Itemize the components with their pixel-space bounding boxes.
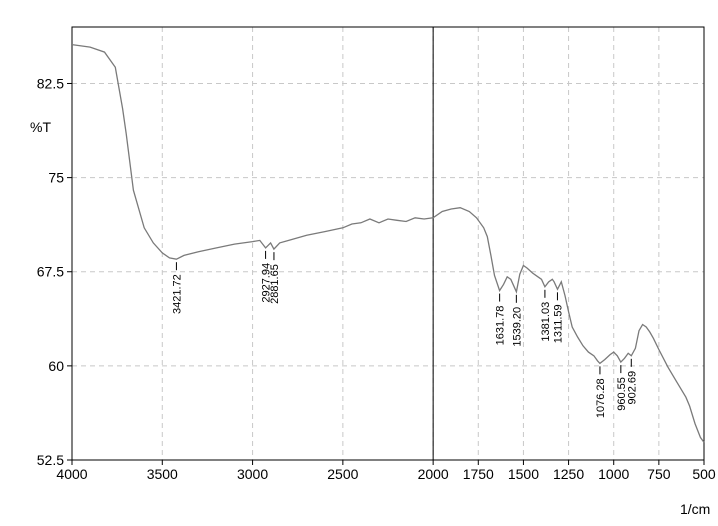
y-tick-label: 75 — [48, 170, 64, 186]
peak-label: 1076.28 — [595, 378, 607, 418]
peak-label: 2881.65 — [269, 264, 281, 304]
y-tick-label: 67.5 — [37, 264, 64, 280]
y-axis-ticks: 52.5 60 67.5 75 82.5 — [37, 75, 72, 468]
x-tick-label: 750 — [647, 466, 671, 482]
peak-label: 1381.03 — [540, 302, 552, 342]
peak-label: 1631.78 — [495, 306, 507, 346]
y-tick-label: 60 — [48, 358, 64, 374]
y-tick-label: 82.5 — [37, 75, 64, 91]
peak-label: 3421.72 — [171, 274, 183, 314]
transmittance-series-line — [71, 43, 705, 443]
peak-label: 2927.94 — [261, 263, 273, 303]
x-tick-label: 1250 — [553, 466, 584, 482]
x-axis-label: 1/cm — [680, 501, 710, 517]
x-tick-label: 1500 — [508, 466, 539, 482]
x-tick-label: 500 — [692, 466, 716, 482]
x-axis-ticks: 4000 3500 3000 2500 2000 1750 1500 1250 1000 750 5… — [56, 460, 716, 482]
x-tick-label: 2500 — [327, 466, 358, 482]
y-tick-label: 52.5 — [37, 452, 64, 468]
x-tick-label: 3500 — [147, 466, 178, 482]
peak-label: 960.55 — [616, 377, 628, 411]
grid-layer — [72, 27, 704, 461]
x-tick-label: 1000 — [598, 466, 629, 482]
peak-label: 1539.20 — [511, 307, 523, 347]
x-tick-label: 1750 — [463, 466, 494, 482]
x-tick-label: 4000 — [56, 466, 87, 482]
x-tick-label: 3000 — [237, 466, 268, 482]
peak-label: 902.69 — [626, 371, 638, 405]
plot-frame — [71, 26, 705, 461]
y-axis-label: %T — [30, 119, 51, 135]
peak-label: 1311.59 — [552, 304, 564, 343]
x-tick-label: 2000 — [418, 466, 449, 482]
